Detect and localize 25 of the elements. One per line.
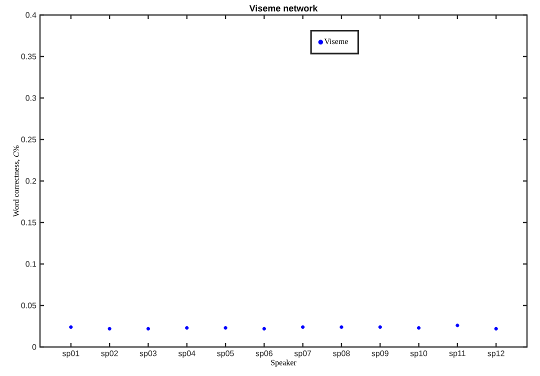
chart-title: Viseme network xyxy=(249,4,318,12)
x-tick-label: sp06 xyxy=(256,350,272,358)
x-tick-label: sp09 xyxy=(372,350,388,358)
x-tick-label: sp11 xyxy=(449,350,466,358)
x-tick-label: sp10 xyxy=(410,350,428,358)
x-tick-label: sp04 xyxy=(178,350,196,358)
y-tick-label: 0.15 xyxy=(21,220,36,226)
x-tick-label: sp08 xyxy=(333,350,350,358)
y-tick-label: 0.3 xyxy=(26,95,36,101)
y-tick-label: 0 xyxy=(32,344,36,350)
x-tick-label: sp02 xyxy=(101,350,118,358)
y-tick-label: 0.4 xyxy=(26,12,36,18)
x-tick-label: sp05 xyxy=(217,350,234,358)
y-axis-title: Word correctness, C% xyxy=(13,145,20,217)
legend-label: Viseme xyxy=(324,38,348,44)
x-tick-label: sp01 xyxy=(62,350,80,358)
y-tick-label: 0.05 xyxy=(21,302,36,308)
y-tick-label: 0.25 xyxy=(21,136,36,142)
y-tick-label: 0.35 xyxy=(21,54,36,60)
x-tick-label: sp07 xyxy=(294,350,312,358)
x-axis-title: Speaker xyxy=(271,360,296,367)
y-tick-label: 0.2 xyxy=(26,178,36,184)
x-tick-label: sp03 xyxy=(140,350,157,358)
y-tick-label: 0.1 xyxy=(26,261,36,267)
x-tick-label: sp12 xyxy=(488,350,504,358)
